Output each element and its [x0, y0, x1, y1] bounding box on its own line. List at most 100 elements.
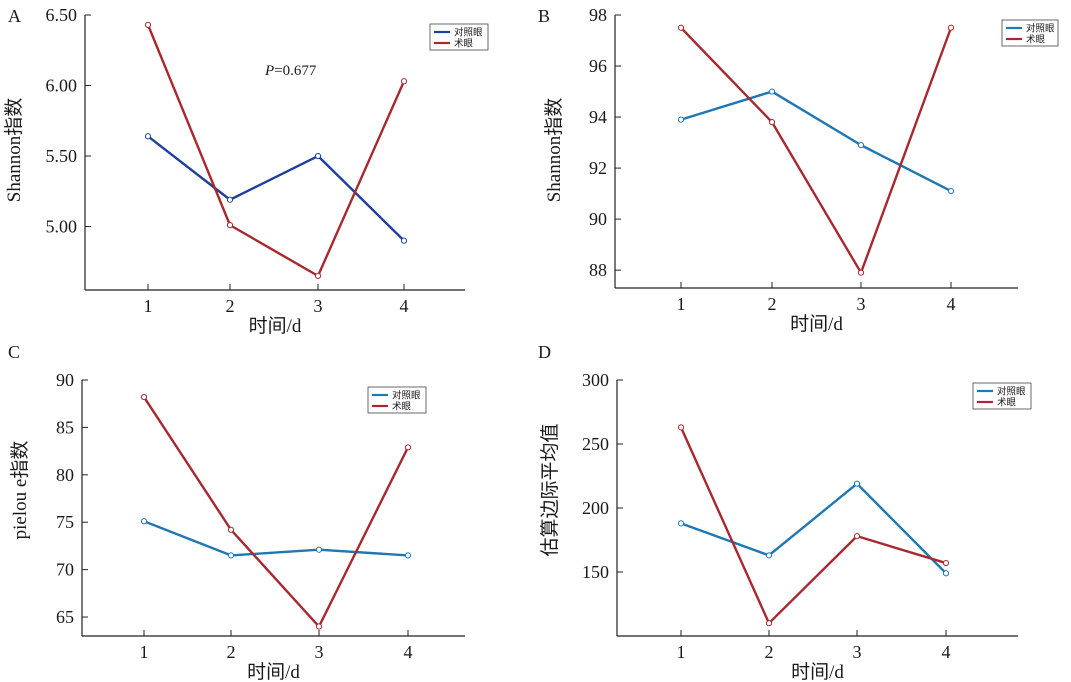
y-tick-label: 5.50 — [46, 146, 78, 166]
data-point — [315, 546, 323, 553]
series-line-surgery — [679, 426, 947, 625]
data-point — [404, 552, 412, 559]
y-tick-label: 200 — [582, 498, 609, 518]
data-point — [140, 518, 148, 525]
y-axis-label: pielou e指数 — [9, 441, 31, 540]
data-point — [226, 196, 234, 203]
data-point — [768, 119, 776, 126]
data-point — [227, 526, 235, 533]
legend-entry: 对照眼 — [454, 27, 483, 39]
y-axis-label: Shannon指数 — [543, 98, 565, 203]
data-point — [765, 552, 773, 559]
data-point — [314, 152, 322, 160]
data-point — [227, 552, 235, 559]
data-point — [768, 88, 776, 95]
x-tick-label: 1 — [677, 642, 686, 662]
x-axis-label: 时间/d — [249, 315, 302, 337]
y-tick-label: 75 — [56, 512, 74, 532]
data-point — [947, 24, 955, 31]
x-tick-label: 4 — [942, 642, 951, 662]
x-axis-label: 时间/d — [247, 661, 300, 682]
data-point — [226, 222, 234, 229]
x-axis-label: 时间/d — [791, 661, 844, 682]
x-tick-label: 3 — [315, 642, 324, 662]
x-tick-label: 2 — [226, 296, 235, 316]
data-point — [404, 444, 412, 451]
x-tick-label: 2 — [765, 642, 774, 662]
series-line-control — [680, 90, 952, 193]
panel-label: A — [8, 6, 21, 26]
y-tick-label: 300 — [582, 370, 609, 390]
series-line-surgery — [142, 396, 410, 628]
legend-entry: 对照眼 — [997, 386, 1026, 398]
data-point — [144, 21, 152, 28]
data-point — [677, 116, 685, 123]
series-line-control — [147, 135, 405, 242]
data-point — [942, 570, 950, 577]
data-point — [853, 533, 861, 540]
data-point — [140, 393, 148, 401]
y-tick-label: 6.50 — [46, 5, 78, 25]
y-tick-label: 65 — [56, 607, 74, 627]
y-tick-label: 70 — [56, 560, 74, 580]
data-point — [677, 24, 685, 31]
panel-label: D — [538, 342, 551, 362]
y-tick-label: 90 — [589, 209, 607, 229]
data-point — [947, 187, 955, 195]
p-value: =0.677 — [274, 63, 317, 79]
y-tick-label: 250 — [582, 434, 609, 454]
p-value-annotation: P=0.677 — [264, 63, 317, 79]
y-tick-label: 92 — [589, 158, 607, 178]
data-point — [144, 133, 152, 140]
x-tick-label: 1 — [144, 296, 153, 316]
y-tick-label: 5.00 — [46, 217, 78, 237]
x-tick-label: 1 — [140, 642, 149, 662]
data-point — [942, 559, 950, 567]
y-tick-label: 98 — [589, 5, 607, 25]
series-line-control — [680, 482, 947, 575]
legend-entry: 对照眼 — [1026, 23, 1055, 35]
legend-entry: 术眼 — [392, 401, 412, 413]
data-point — [315, 623, 323, 630]
y-tick-label: 94 — [589, 107, 607, 127]
data-point — [857, 269, 865, 276]
legend-entry: 术眼 — [1026, 34, 1046, 46]
y-tick-label: 90 — [56, 370, 74, 390]
x-tick-label: 3 — [857, 294, 866, 314]
data-point — [400, 78, 408, 85]
y-axis-label: 估算边际平均值 — [539, 423, 561, 556]
data-point — [677, 424, 685, 431]
x-tick-label: 4 — [404, 642, 413, 662]
x-tick-label: 2 — [227, 642, 236, 662]
x-tick-label: 4 — [400, 296, 409, 316]
y-tick-label: 80 — [56, 465, 74, 485]
data-point — [677, 520, 685, 527]
data-point — [853, 480, 861, 487]
panel-label: C — [8, 342, 20, 362]
legend-entry: 对照眼 — [392, 390, 421, 402]
legend-box — [1001, 19, 1059, 47]
x-tick-label: 3 — [314, 296, 323, 316]
data-point — [765, 620, 773, 627]
data-point — [857, 142, 865, 149]
y-axis-label: Shannon指数 — [3, 98, 25, 203]
y-tick-label: 85 — [56, 417, 74, 437]
series-line-surgery — [146, 24, 406, 278]
x-axis-label: 时间/d — [790, 313, 843, 335]
p-symbol: P — [264, 63, 274, 79]
y-tick-label: 96 — [589, 56, 607, 76]
y-tick-label: 88 — [589, 260, 607, 280]
x-tick-label: 4 — [947, 294, 956, 314]
legend-entry: 术眼 — [454, 38, 474, 50]
legend-entry: 术眼 — [997, 397, 1017, 409]
series-line-surgery — [680, 26, 953, 274]
x-tick-label: 2 — [768, 294, 777, 314]
legend-box — [367, 386, 427, 414]
